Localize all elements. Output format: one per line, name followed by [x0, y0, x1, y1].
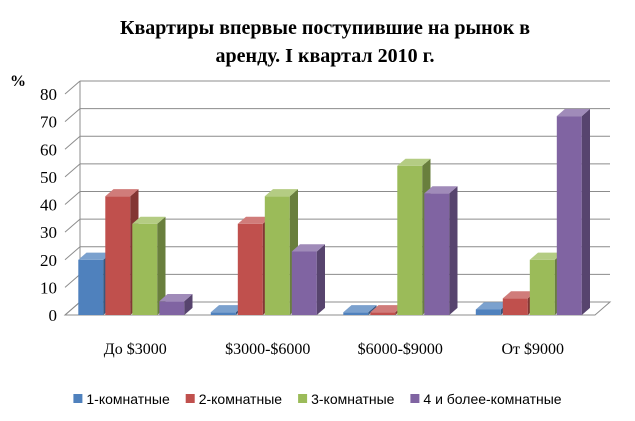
- bar-side: [449, 186, 458, 315]
- bar: [343, 305, 377, 315]
- bar-front: [132, 223, 158, 315]
- legend-item: 4 и более-комнатные: [410, 391, 562, 407]
- bar-top: [159, 294, 193, 302]
- legend-label: 1-комнатные: [86, 391, 170, 407]
- bar-top: [502, 291, 536, 299]
- y-tick-label: 0: [49, 306, 58, 325]
- bar: [132, 216, 166, 315]
- bar-front: [475, 309, 501, 315]
- bar: [424, 186, 458, 315]
- x-tick-label: До $3000: [104, 341, 167, 358]
- bar-top: [78, 252, 112, 260]
- bar: [556, 108, 590, 316]
- y-tick-label: 50: [40, 168, 57, 187]
- bar-top: [370, 305, 404, 313]
- gridline-side: [64, 135, 81, 150]
- bar-top: [291, 244, 325, 252]
- bar-front: [370, 312, 396, 315]
- bar-front: [343, 312, 369, 315]
- bar-top: [556, 108, 590, 117]
- bar-top: [132, 216, 166, 224]
- bar-front: [264, 196, 290, 315]
- gridline-side: [64, 163, 81, 178]
- y-tick-label: 40: [40, 196, 57, 215]
- bar-front: [105, 196, 131, 315]
- x-axis-category-labels: До $3000 $3000-$6000 $6000-$9000 От $9000: [104, 341, 564, 358]
- legend-swatch: [410, 394, 420, 403]
- bar: [159, 294, 193, 315]
- bar-side: [157, 216, 166, 315]
- gridline-side: [64, 191, 81, 205]
- legend-label: 4 и более-комнатные: [423, 391, 561, 407]
- bar-front: [291, 251, 317, 315]
- legend-label: 3-комнатные: [311, 391, 395, 407]
- x-tick-label: $6000-$9000: [358, 341, 443, 358]
- y-tick-label: 80: [40, 85, 57, 104]
- legend-item: 1-комнатные: [73, 391, 170, 407]
- chart-title-line-1: Квартиры впервые поступившие на рынок в: [120, 17, 530, 39]
- legend-swatch: [73, 394, 83, 403]
- gridline-side: [64, 218, 81, 233]
- bar-front: [237, 223, 263, 315]
- y-axis-unit-label: %: [10, 73, 26, 90]
- bar-front: [78, 259, 104, 315]
- legend-swatch: [298, 394, 308, 403]
- bar-front: [556, 116, 582, 315]
- y-tick-label: 30: [40, 223, 57, 242]
- bar-front: [424, 193, 450, 315]
- gridline-side: [64, 246, 81, 261]
- bar-top: [475, 302, 509, 310]
- chart-title-line-2: аренду. I квартал 2010 г.: [216, 45, 435, 67]
- bar-side: [316, 244, 325, 315]
- y-tick-label: 20: [40, 251, 57, 270]
- gridline-side: [64, 108, 81, 123]
- bar-top: [343, 305, 377, 313]
- y-tick-label: 10: [40, 278, 57, 297]
- gridline-side: [64, 273, 81, 288]
- legend-item: 3-комнатные: [298, 391, 395, 407]
- bar-front: [210, 312, 236, 315]
- bar-top: [210, 305, 244, 313]
- bar-front: [159, 301, 185, 315]
- bar-top: [237, 216, 271, 224]
- legend: 1-комнатные 2-комнатные 3-комнатные 4 и бол…: [73, 391, 562, 407]
- legend-item: 2-комнатные: [185, 391, 283, 407]
- gridline-side: [64, 80, 81, 95]
- y-tick-label: 60: [40, 140, 57, 159]
- gridline-side: [64, 301, 81, 316]
- y-tick-label: 70: [40, 113, 57, 132]
- x-tick-label: $3000-$6000: [225, 341, 310, 358]
- bars: [78, 108, 590, 316]
- bar-front: [397, 165, 423, 315]
- y-axis-ticks: 0 10 20 30 40 50 60 70 80: [40, 85, 57, 325]
- plot-area: [63, 80, 612, 316]
- bar-front: [502, 298, 528, 315]
- legend-label: 2-комнатные: [199, 391, 283, 407]
- bar-top: [105, 189, 139, 197]
- bar-top: [397, 158, 431, 166]
- x-tick-label: От $9000: [501, 341, 564, 358]
- bar: [291, 244, 325, 315]
- bar-top: [264, 189, 298, 197]
- legend-swatch: [185, 394, 195, 403]
- bar-front: [529, 259, 555, 315]
- bar-side: [581, 108, 590, 316]
- bar-top: [529, 252, 563, 260]
- bar-side: [184, 294, 193, 315]
- bar-top: [424, 186, 458, 194]
